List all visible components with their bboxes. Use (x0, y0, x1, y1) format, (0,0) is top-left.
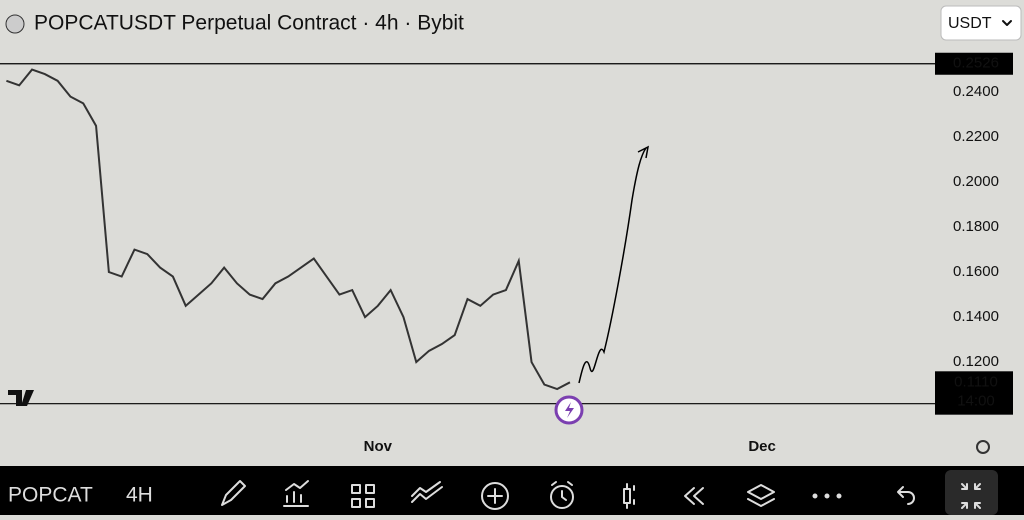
x-tick-label: Dec (748, 438, 776, 455)
currency-select[interactable] (940, 5, 1022, 41)
drawn-arrow (578, 147, 647, 384)
countdown-label: 14:00 (957, 392, 995, 409)
add-plus (487, 488, 503, 504)
y-tick-label: 0.1800 (953, 218, 999, 235)
objects-icon[interactable] (747, 484, 775, 507)
toolbar-interval[interactable]: 4H (126, 484, 153, 507)
arrow-head (637, 145, 650, 159)
y-tick-label: 0.2000 (953, 173, 999, 190)
price-level-label: 0.2526 (953, 55, 999, 72)
compare-icon[interactable] (411, 481, 443, 503)
indicators-icon[interactable] (283, 480, 309, 507)
layouts-icon[interactable] (351, 484, 375, 508)
fullscreen-button[interactable] (945, 470, 998, 515)
draw-icon[interactable] (221, 480, 246, 506)
settings-icon[interactable] (976, 440, 990, 454)
undo-icon[interactable] (897, 486, 915, 505)
replay-icon[interactable] (684, 487, 704, 505)
chart-title: POPCATUSDT Perpetual Contract · 4h · Byb… (34, 12, 464, 35)
alert-hands (551, 481, 573, 501)
x-tick-label: Nov (364, 438, 393, 455)
add-icon[interactable] (481, 482, 509, 510)
last-price-tag (935, 371, 1013, 414)
toolbar-symbol[interactable]: POPCAT (8, 484, 93, 507)
y-tick-label: 0.1600 (953, 263, 999, 280)
symbol-icon (5, 14, 25, 34)
dropdown-arrow (1002, 20, 1012, 26)
fullscreen-icon (961, 483, 981, 509)
lightning (565, 402, 574, 418)
price-level-tag (935, 52, 1013, 75)
y-tick-label: 0.1400 (953, 308, 999, 325)
alert-icon[interactable] (550, 485, 574, 509)
toolbar (0, 466, 1024, 515)
y-tick-label: 0.1200 (953, 353, 999, 370)
y-tick-label: 0.2400 (953, 83, 999, 100)
plot: 0.2400 0.2200 0.2000 0.1800 0.1600 0.1400 0.12… (0, 52, 1013, 455)
last-price-label: 0.1110 (954, 373, 998, 390)
currency-label: USDT (948, 15, 992, 32)
chart-background (0, 0, 1024, 466)
y-tick-label: 0.2200 (953, 128, 999, 145)
candles-icon[interactable] (623, 483, 635, 509)
price-line (6, 68, 571, 391)
tv-logo (8, 390, 34, 406)
